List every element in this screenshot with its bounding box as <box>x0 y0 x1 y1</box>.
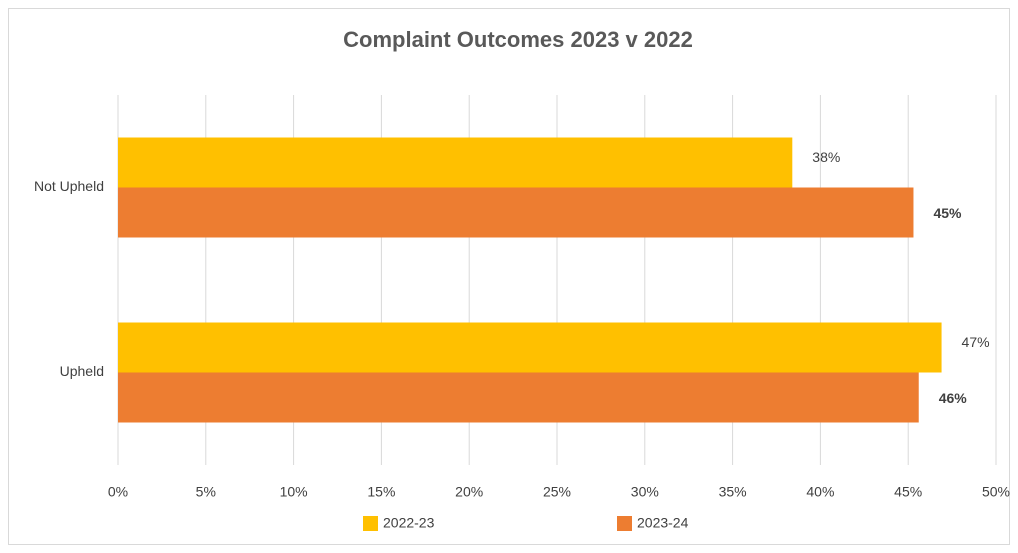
y-tick-label: Upheld <box>60 363 104 379</box>
bar <box>118 372 919 423</box>
x-tick-label: 20% <box>455 484 483 500</box>
x-tick-label: 30% <box>631 484 659 500</box>
bar <box>118 322 942 373</box>
data-label: 46% <box>939 390 968 406</box>
legend-label: 2022-23 <box>383 515 435 531</box>
bar <box>118 137 793 188</box>
x-tick-label: 10% <box>280 484 308 500</box>
bar <box>118 187 914 238</box>
x-tick-label: 40% <box>806 484 834 500</box>
data-label: 38% <box>812 149 840 165</box>
y-tick-label: Not Upheld <box>34 178 104 194</box>
x-tick-label: 15% <box>367 484 395 500</box>
legend-swatch <box>363 516 378 531</box>
data-label: 45% <box>933 205 962 221</box>
x-tick-label: 35% <box>719 484 747 500</box>
x-tick-label: 0% <box>108 484 128 500</box>
x-tick-label: 25% <box>543 484 571 500</box>
legend-swatch <box>617 516 632 531</box>
x-tick-label: 5% <box>196 484 216 500</box>
chart-border <box>8 8 1010 545</box>
data-label: 47% <box>962 334 990 350</box>
x-tick-label: 50% <box>982 484 1010 500</box>
legend-label: 2023-24 <box>637 515 689 531</box>
x-tick-label: 45% <box>894 484 922 500</box>
chart-title: Complaint Outcomes 2023 v 2022 <box>343 27 693 52</box>
